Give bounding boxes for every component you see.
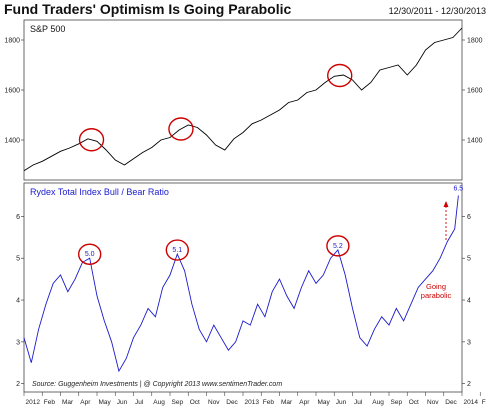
x-tick-label: Apr bbox=[80, 399, 91, 406]
rydex-y-tick-label: 3 bbox=[467, 339, 471, 346]
sp500-y-tick-label: 1400 bbox=[467, 138, 483, 145]
sp500-line bbox=[23, 27, 463, 172]
rydex-peak-circle bbox=[165, 239, 190, 261]
rydex-line bbox=[23, 195, 459, 373]
sp500-y-tick-label: 1600 bbox=[467, 88, 483, 95]
x-tick-label: Feb bbox=[44, 399, 56, 406]
rydex-y-axis: 2 2 3 3 4 4 5 5 6 6 bbox=[16, 214, 471, 388]
rydex-y-tick-label: 6 bbox=[16, 214, 20, 221]
rydex-label: Rydex Total Index Bull / Bear Ratio bbox=[30, 187, 169, 197]
rydex-peak-label: 5.0 bbox=[85, 251, 95, 258]
x-tick-label: Dec bbox=[445, 399, 457, 406]
rydex-y-tick-label: 2 bbox=[16, 381, 20, 388]
x-tick-label: Mar bbox=[62, 399, 74, 406]
x-tick-label: Nov bbox=[208, 399, 220, 406]
chart-title: Fund Traders' Optimism Is Going Paraboli… bbox=[4, 1, 291, 17]
x-tick-label: Aug bbox=[372, 399, 384, 406]
x-tick-label: Mar bbox=[281, 399, 293, 406]
x-tick-label: May bbox=[318, 399, 331, 406]
rydex-y-tick-label: 3 bbox=[16, 339, 20, 346]
sp500-highlights bbox=[78, 63, 353, 152]
rydex-peak-circle bbox=[77, 243, 102, 265]
sp500-frame bbox=[23, 19, 463, 181]
rydex-peak-label: 5.1 bbox=[172, 247, 182, 254]
x-tick-label: Oct bbox=[190, 399, 200, 406]
date-range: 12/30/2011 - 12/30/2013 bbox=[389, 6, 486, 16]
parabolic-annotation: Going parabolic bbox=[421, 201, 452, 300]
sp500-highlight-circle bbox=[168, 117, 194, 141]
rydex-peak-circle bbox=[326, 235, 350, 257]
rydex-frame bbox=[23, 182, 463, 393]
x-tick-label: Jul bbox=[135, 399, 144, 406]
x-tick-label: Sep bbox=[391, 399, 403, 406]
x-tick-label: Jul bbox=[354, 399, 363, 406]
x-tick-label: Sep bbox=[172, 399, 184, 406]
x-tick-label: 2013 bbox=[245, 399, 260, 406]
x-tick-label: Jun bbox=[336, 399, 347, 406]
sp500-y-tick-label: 1400 bbox=[4, 138, 20, 145]
sp500-y-tick-label: 1600 bbox=[4, 88, 20, 95]
x-tick-label: May bbox=[99, 399, 112, 406]
x-tick-label: Jun bbox=[117, 399, 128, 406]
sp500-y-tick-label: 1800 bbox=[4, 38, 20, 45]
x-tick-label: 2012 bbox=[26, 399, 41, 406]
rydex-peak-label: 6.5 bbox=[453, 186, 463, 193]
annotation-arrowhead bbox=[443, 201, 449, 207]
x-tick-label: Aug bbox=[153, 399, 165, 406]
x-tick-label: F bbox=[482, 399, 486, 406]
x-tick-label: Dec bbox=[226, 399, 238, 406]
rydex-y-tick-label: 5 bbox=[467, 256, 471, 263]
sp500-highlight-circle bbox=[327, 63, 353, 88]
sp500-label: S&P 500 bbox=[30, 24, 65, 34]
x-tick-label: 2014 bbox=[464, 399, 479, 406]
x-axis: 2012 Feb Mar Apr May Jun Jul Aug Sep Oct Nov Dec 201… bbox=[23, 392, 486, 406]
sp500-highlight-circle bbox=[78, 128, 105, 152]
rydex-y-tick-label: 6 bbox=[467, 214, 471, 221]
x-tick-label: Oct bbox=[409, 399, 419, 406]
sp500-y-axis: 1400 1400 1600 1600 1800 1800 bbox=[4, 38, 482, 145]
rydex-peaks: 5.0 5.1 5.2 6.5 bbox=[77, 186, 463, 265]
rydex-y-tick-label: 2 bbox=[467, 381, 471, 388]
sp500-y-tick-label: 1800 bbox=[467, 38, 483, 45]
annotation-parabolic: parabolic bbox=[421, 291, 452, 300]
sp500-series bbox=[23, 27, 463, 172]
x-tick-label: Apr bbox=[299, 399, 310, 406]
sp500-panel: S&P 500 1400 1400 1600 1600 1800 1800 bbox=[4, 19, 483, 181]
x-tick-label: Feb bbox=[263, 399, 275, 406]
rydex-panel: Rydex Total Index Bull / Bear Ratio 2 2 3 3… bbox=[16, 182, 471, 393]
source-note: Source: Guggenheim Investments | @ Copyr… bbox=[32, 381, 282, 388]
rydex-y-tick-label: 4 bbox=[16, 298, 20, 305]
rydex-series bbox=[23, 195, 459, 373]
rydex-y-tick-label: 4 bbox=[467, 298, 471, 305]
annotation-going: Going bbox=[426, 282, 446, 291]
rydex-peak-label: 5.2 bbox=[333, 243, 343, 250]
x-tick-label: Nov bbox=[427, 399, 439, 406]
rydex-y-tick-label: 5 bbox=[16, 256, 20, 263]
